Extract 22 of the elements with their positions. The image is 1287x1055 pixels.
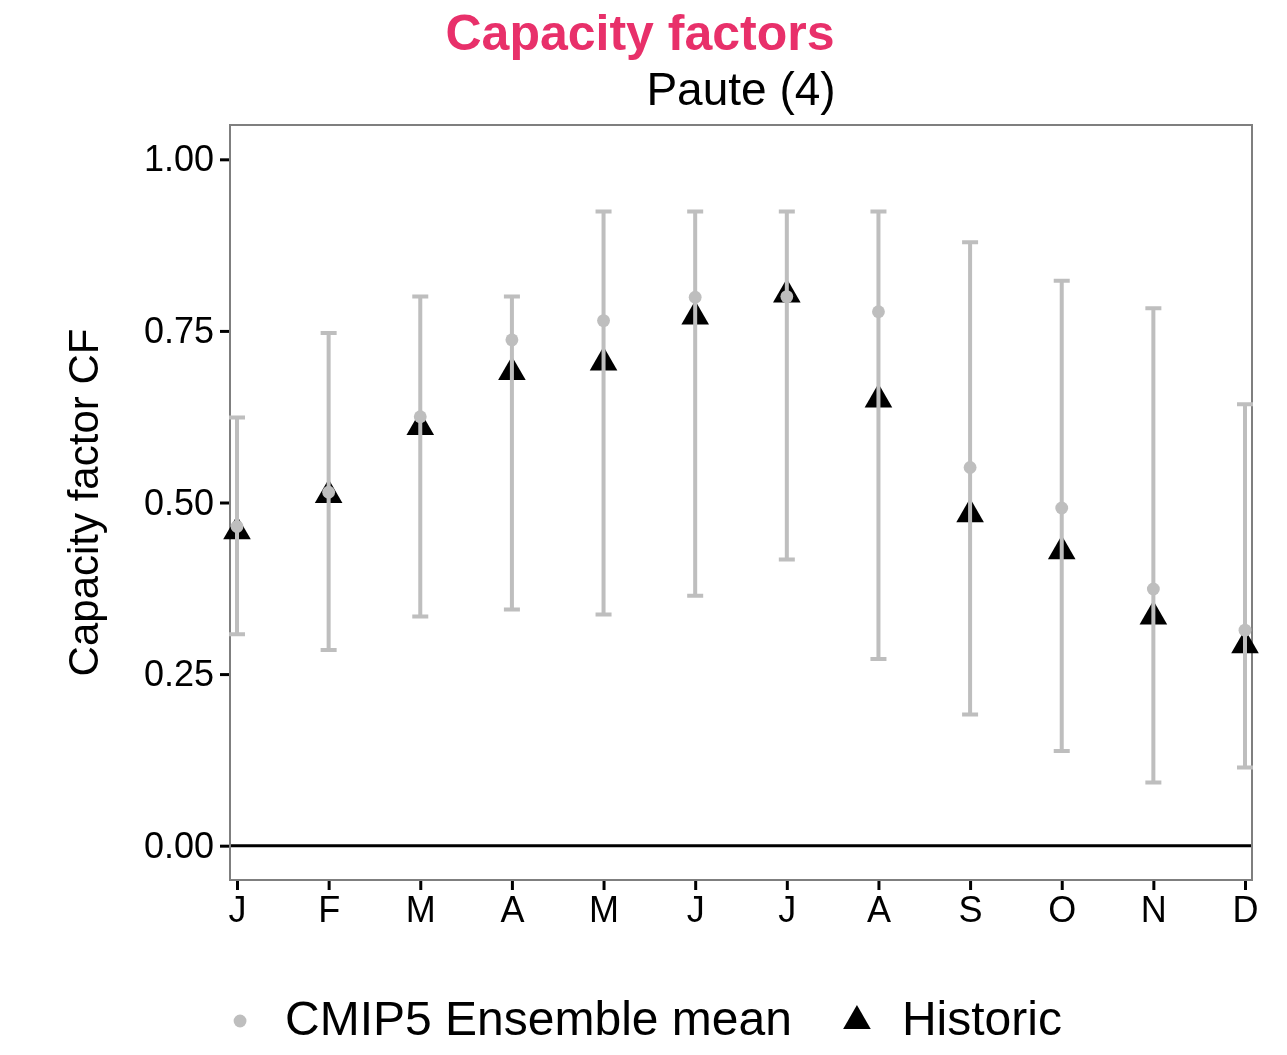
y-tick-label: 0.75 — [143, 309, 214, 351]
y-tick-label: 0.50 — [143, 481, 214, 523]
legend-label: Historic — [901, 992, 1062, 1045]
chart-title: Capacity factors — [445, 5, 835, 61]
x-tick-label: M — [405, 888, 436, 930]
y-tick-label: 1.00 — [143, 138, 214, 180]
x-tick-label: J — [228, 888, 247, 930]
x-tick-label: J — [686, 888, 705, 930]
y-tick-label: 0.25 — [143, 653, 214, 695]
x-tick-label: A — [866, 888, 891, 930]
x-tick-label: O — [1048, 888, 1077, 930]
legend-label: CMIP5 Ensemble mean — [285, 992, 792, 1045]
x-tick-label: F — [318, 888, 341, 930]
x-tick-label: D — [1232, 888, 1259, 930]
x-tick-label: M — [589, 888, 620, 930]
x-tick-label: N — [1140, 888, 1167, 930]
x-tick-label: A — [500, 888, 525, 930]
x-tick-label: S — [958, 888, 983, 930]
y-tick-label: 0.00 — [143, 824, 214, 866]
y-axis-title: Capacity factor CF — [60, 328, 107, 677]
x-tick-label: J — [778, 888, 797, 930]
chart-subtitle: Paute (4) — [646, 63, 836, 115]
